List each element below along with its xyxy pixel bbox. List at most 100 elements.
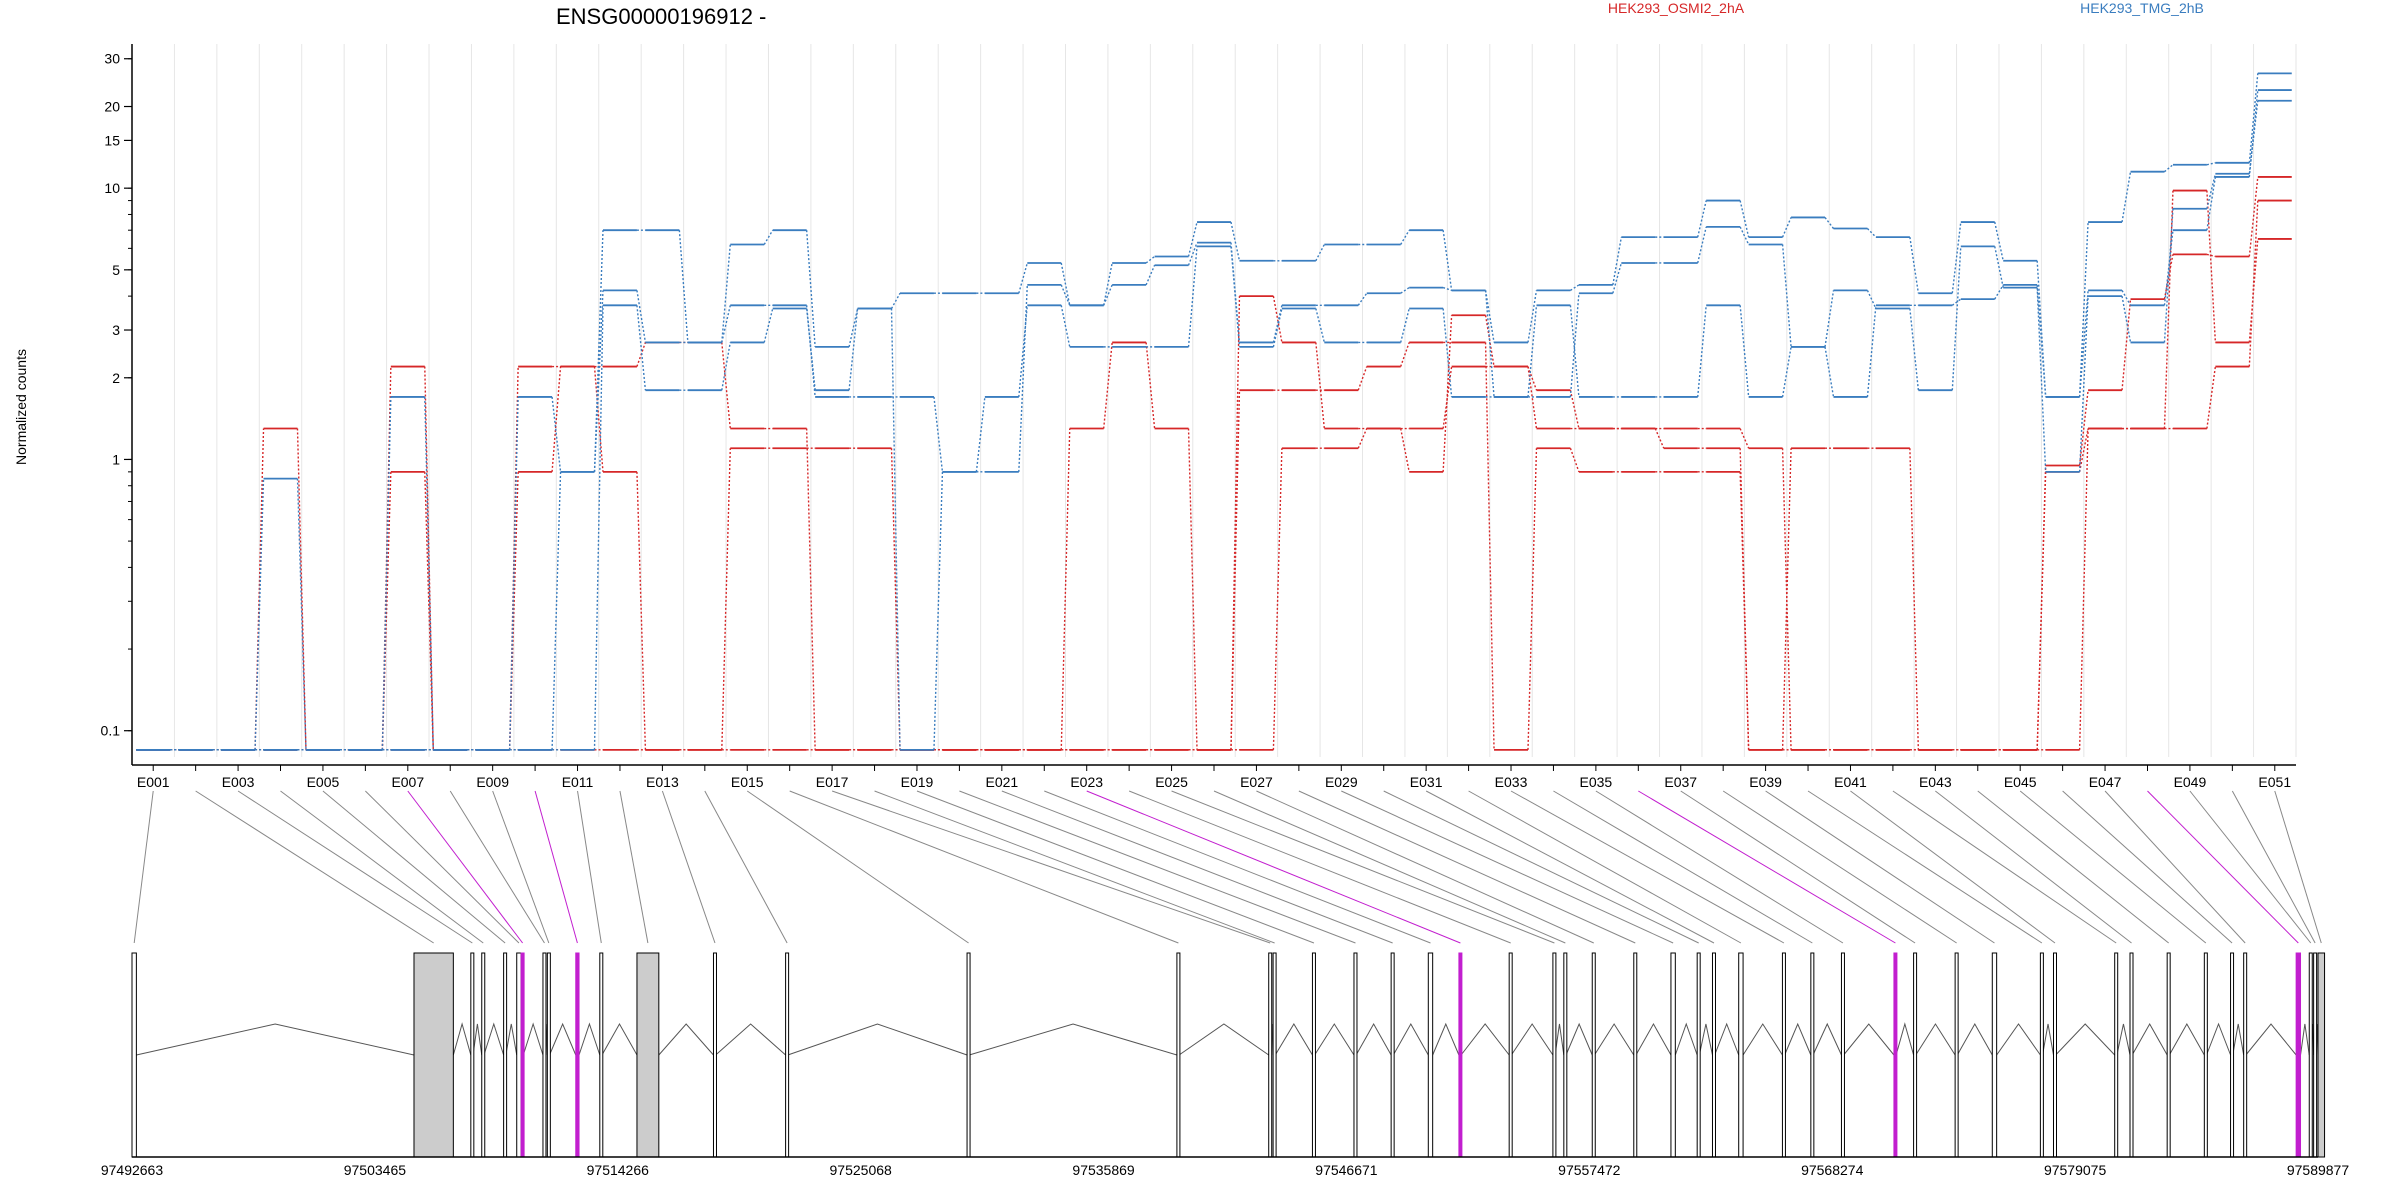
x-tick-label: E003 [222, 774, 255, 790]
connector-E001 [133, 790, 154, 944]
y-tick-label: 3 [112, 322, 120, 338]
data-transition [1357, 292, 1368, 306]
connector-E020 [959, 790, 1356, 944]
connector-E044 [1977, 790, 2169, 944]
data-transition [1570, 284, 1580, 291]
x-tick-label: E025 [1155, 774, 1188, 790]
exon-E002 [413, 952, 454, 1158]
x-tick-label: E037 [1664, 774, 1697, 790]
exon-E021 [1390, 952, 1395, 1158]
data-transition [1527, 366, 1538, 429]
exon-E039 [1991, 952, 1998, 1158]
exon-E026 [1563, 952, 1568, 1158]
exon-E001 [131, 952, 137, 1158]
data-transition [721, 342, 731, 429]
x-tick-label: E043 [1919, 774, 1952, 790]
data-transition [1187, 242, 1198, 266]
data-transition [1357, 366, 1368, 391]
connector-E011 [577, 790, 602, 944]
data-transition [2164, 164, 2174, 173]
exon-E041 [2052, 952, 2057, 1158]
connector-E016 [789, 790, 1179, 944]
data-transition [1145, 264, 1156, 286]
intron [1594, 1023, 1635, 1056]
x-tick-label: E005 [307, 774, 340, 790]
exon-E051 [2317, 952, 2326, 1158]
y-tick-label: 5 [112, 262, 120, 278]
connector-E045 [2019, 790, 2207, 944]
exon-E007 [520, 952, 525, 1158]
data-transition [1018, 284, 1029, 472]
data-transition [636, 290, 647, 343]
series-hek293-tmg-2hb-5 [136, 99, 2292, 751]
data-transition [1569, 293, 1580, 397]
data-transition [2248, 73, 2259, 163]
x-tick-label: E009 [476, 774, 509, 790]
data-transition [1739, 226, 1750, 245]
genomic-tick-label: 97579075 [2044, 1162, 2107, 1178]
data-transition [1400, 308, 1410, 343]
data-transition [1824, 346, 1835, 398]
data-transition [2163, 254, 2174, 300]
exon-E029 [1670, 952, 1676, 1158]
series-hek293-osmi2-2ha-1 [136, 199, 2292, 751]
data-transition [1739, 428, 1750, 449]
data-transition [2121, 290, 2132, 306]
legend-entry-osmi2: HEK293_OSMI2_2hA [1608, 0, 1745, 16]
connector-E026 [1213, 790, 1566, 944]
intron [969, 1023, 1178, 1056]
data-transition [2248, 238, 2259, 343]
connector-E004 [280, 790, 484, 944]
data-transition [1909, 308, 1920, 391]
exon-E008 [542, 952, 547, 1158]
exon-E022 [1427, 952, 1434, 1158]
data-transition [1060, 262, 1071, 306]
x-tick-label: E033 [1495, 774, 1528, 790]
exon-E003 [470, 952, 475, 1158]
connector-E002 [195, 790, 434, 944]
intron [601, 1022, 638, 1056]
connector-E030 [1383, 790, 1699, 944]
data-transition [1612, 237, 1623, 286]
connector-E015 [746, 790, 969, 944]
intron [1895, 1022, 1915, 1056]
data-transition [2248, 89, 2259, 178]
data-transition [381, 396, 392, 750]
exon-E049 [2308, 952, 2313, 1158]
data-transition [2206, 162, 2216, 166]
intron [1554, 1023, 1565, 1056]
intron [1432, 1022, 1460, 1056]
connector-E024 [1128, 790, 1511, 944]
intron [1314, 1023, 1355, 1056]
connector-E046 [2062, 790, 2233, 944]
y-tick-label: 2 [112, 370, 120, 386]
connector-E022 [1044, 790, 1431, 944]
data-transition [1230, 221, 1241, 261]
x-tick-label: E047 [2089, 774, 2122, 790]
intron [1714, 1022, 1740, 1056]
intron [2055, 1023, 2116, 1056]
data-transition [1612, 262, 1623, 294]
data-transition [1739, 305, 1750, 397]
genomic-tick-label: 97546671 [1315, 1162, 1378, 1178]
data-transition [1400, 428, 1410, 472]
plot-axes: 0.1 1 2 3 5 10 15 20 30 E001 E003 E005 E007 E009 E011 E… [101, 44, 2296, 790]
intron [2300, 1023, 2310, 1056]
y-tick-label: 10 [104, 180, 120, 196]
exon-E035 [1840, 952, 1845, 1158]
x-tick-label: E011 [562, 774, 594, 790]
data-transition [2248, 100, 2259, 174]
x-tick-label: E015 [731, 774, 764, 790]
data-transition [805, 428, 816, 750]
intron [1915, 1023, 1956, 1056]
exon-E018 [1272, 952, 1277, 1158]
data-transition [1781, 217, 1792, 238]
exon-E019 [1311, 952, 1316, 1158]
connector-E008 [449, 790, 545, 944]
y-tick-label: 30 [104, 51, 120, 67]
data-transition [1315, 342, 1326, 429]
series-lines [136, 72, 2292, 751]
connector-E025 [1171, 790, 1555, 944]
data-transition [551, 366, 562, 472]
